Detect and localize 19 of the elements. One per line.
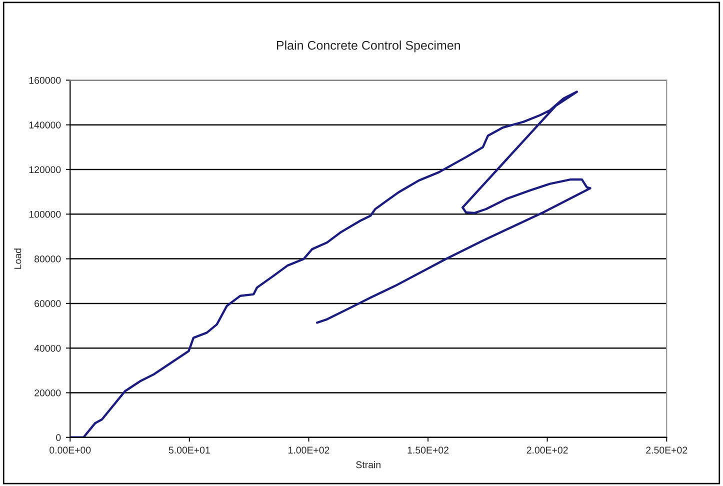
y-tick-label: 120000 [29,166,61,174]
line-series [70,90,592,438]
y-tick-label: 140000 [29,122,61,128]
x-tick-label: 5.00E+01 [168,446,210,454]
y-tick-label: 160000 [29,76,61,84]
y-tick-label: 100000 [29,210,61,218]
y-tick-label: 60000 [34,300,61,308]
y-tick-label: 20000 [34,389,61,396]
y-tick-label: 80000 [34,256,61,262]
chart-title: Plain Concrete Control Specimen [276,40,460,52]
x-tick-label: 0.00E+00 [50,446,91,454]
y-axis-title: Load [14,248,22,269]
x-axis-title: Strain [356,461,380,468]
y-tick-label: 0 [56,434,61,442]
x-tick-label: 2.00E+02 [526,446,568,454]
x-tick-label: 2.50E+02 [646,446,688,454]
y-tick-label: 40000 [34,344,61,352]
x-tick-label: 1.50E+02 [408,446,448,454]
x-tick-label: 1.00E+02 [288,446,330,454]
